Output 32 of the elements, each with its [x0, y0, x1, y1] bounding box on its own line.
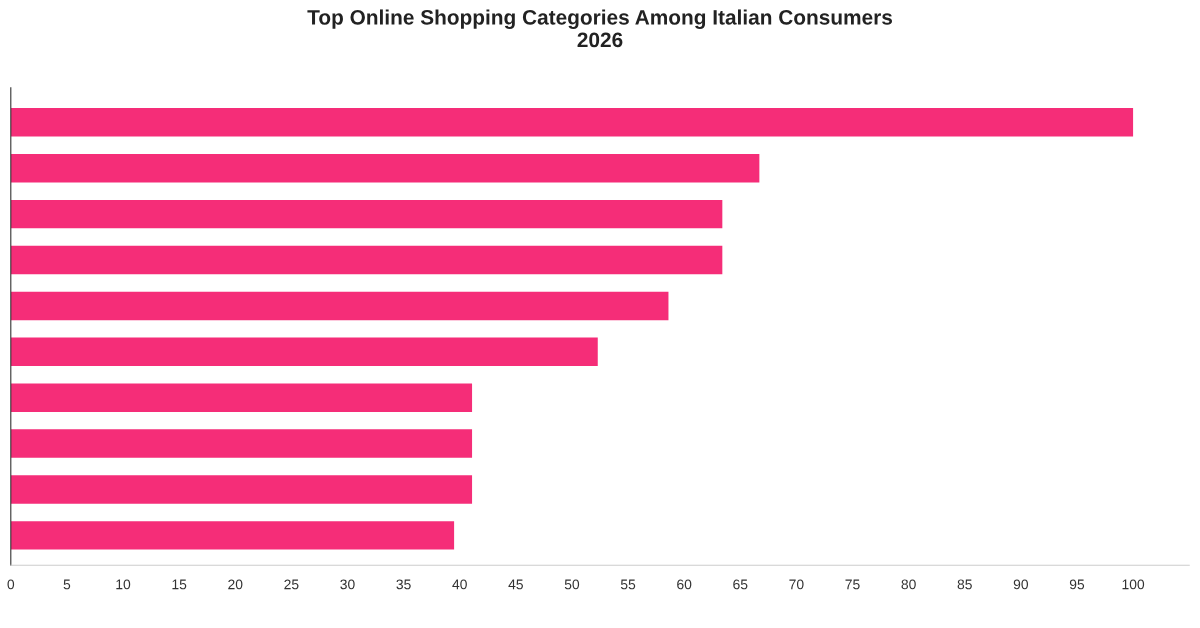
bar	[10, 291, 669, 321]
x-tick-label: 15	[172, 579, 187, 590]
x-tick-label: 10	[116, 579, 131, 590]
bar	[10, 521, 455, 550]
x-tick-label: 40	[452, 579, 467, 590]
x-tick-label: 25	[284, 579, 299, 590]
x-tick-label: 20	[228, 579, 243, 590]
bar	[10, 108, 1134, 137]
x-tick-label: 100	[1122, 579, 1145, 590]
x-tick-label: 75	[845, 579, 860, 590]
bar	[10, 245, 723, 275]
x-tick-label: 55	[620, 579, 636, 590]
x-tick-label: 0	[7, 579, 15, 590]
x-tick-label: 30	[340, 579, 355, 590]
x-tick-label: 60	[677, 579, 692, 590]
x-tick-label: 5	[63, 579, 71, 590]
x-tick-label: 45	[508, 579, 523, 590]
x-tick-label: 65	[733, 579, 748, 590]
x-tick-label: 80	[901, 579, 916, 590]
bar	[10, 429, 473, 458]
x-tick-label: 70	[789, 579, 804, 590]
chart-title: Top Online Shopping Categories Among Italian Consumers 2026	[307, 9, 893, 48]
x-tick-label: 50	[564, 579, 580, 590]
bar	[10, 475, 473, 504]
bar	[10, 337, 598, 367]
bar	[10, 154, 760, 183]
x-tick-label: 90	[1013, 579, 1029, 590]
x-tick-label: 35	[396, 579, 411, 590]
bar	[10, 199, 723, 229]
x-tick-label: 95	[1069, 579, 1085, 590]
x-tick-label: 85	[957, 579, 972, 590]
bar	[10, 383, 473, 412]
